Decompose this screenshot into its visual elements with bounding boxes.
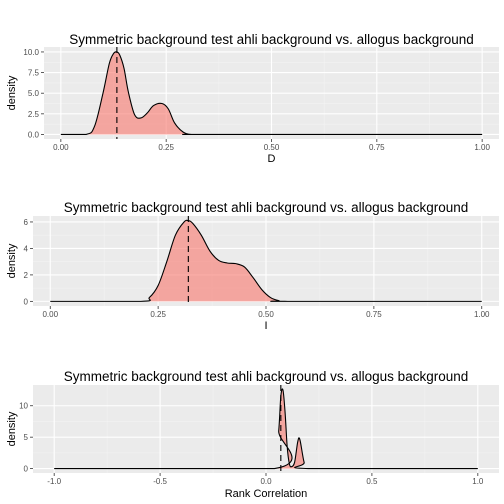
x-tick-label: -1.0: [47, 477, 61, 486]
density-plot-i: 0.00 0.25 0.50 0.75 1.00 0 2 4 6 Symmetric backgr…: [6, 200, 499, 332]
y-axis-label: density: [6, 75, 18, 110]
chart-title: Symmetric background test ahli backgroun…: [69, 32, 473, 47]
x-axis-label: D: [268, 153, 276, 165]
y-axis-label: density: [6, 411, 18, 446]
x-tick-label: 0.75: [366, 310, 382, 319]
x-tick-label: 1.00: [474, 143, 490, 152]
y-tick-label: 0: [24, 465, 29, 474]
x-axis-label: Rank Correlation: [225, 488, 308, 500]
y-tick-label: 0: [24, 297, 29, 306]
y-tick-label: 4: [24, 244, 29, 253]
x-tick-label: 0.25: [158, 143, 174, 152]
x-tick-label: 0.50: [258, 310, 274, 319]
y-tick-label: 5: [24, 433, 29, 442]
x-tick-label: 1.0: [472, 477, 484, 486]
density-curve: [60, 51, 483, 136]
y-tick-label: 7.5: [28, 69, 40, 78]
y-tick-label: 6: [24, 218, 29, 227]
y-tick-label: 0.0: [28, 130, 40, 139]
density-area: [60, 51, 483, 135]
density-curve: [54, 388, 478, 470]
x-axis-label: I: [264, 320, 267, 332]
x-tick-label: 0.75: [369, 143, 385, 152]
y-tick-label: 10: [19, 402, 28, 411]
density-curve: [50, 219, 482, 302]
density-plot-rank-correlation: -1.0 -0.5 0.0 0.5 1.0 0 5 10 Symmetric backgroun…: [6, 369, 499, 500]
y-tick-label: 10.0: [23, 48, 39, 57]
x-tick-label: 0.25: [150, 310, 166, 319]
x-tick-label: 0.00: [42, 310, 58, 319]
y-axis-label: density: [6, 243, 18, 278]
x-tick-label: 0.00: [53, 143, 69, 152]
chart-title: Symmetric background test ahli backgroun…: [64, 200, 468, 215]
x-tick-label: -0.5: [153, 477, 167, 486]
y-tick-label: 2.5: [28, 110, 40, 119]
y-tick-label: 2: [24, 271, 29, 280]
y-tick-label: 5.0: [28, 89, 40, 98]
density-plot-d: 0.00 0.25 0.50 0.75 1.00 0.0 2.5 5.0 7.5 10.0 Symm…: [6, 32, 499, 165]
x-tick-label: 0.50: [264, 143, 280, 152]
chart-title: Symmetric background test ahli backgroun…: [64, 369, 468, 384]
x-tick-label: 0.5: [366, 477, 378, 486]
x-tick-label: 0.0: [260, 477, 272, 486]
x-tick-label: 1.00: [474, 310, 490, 319]
